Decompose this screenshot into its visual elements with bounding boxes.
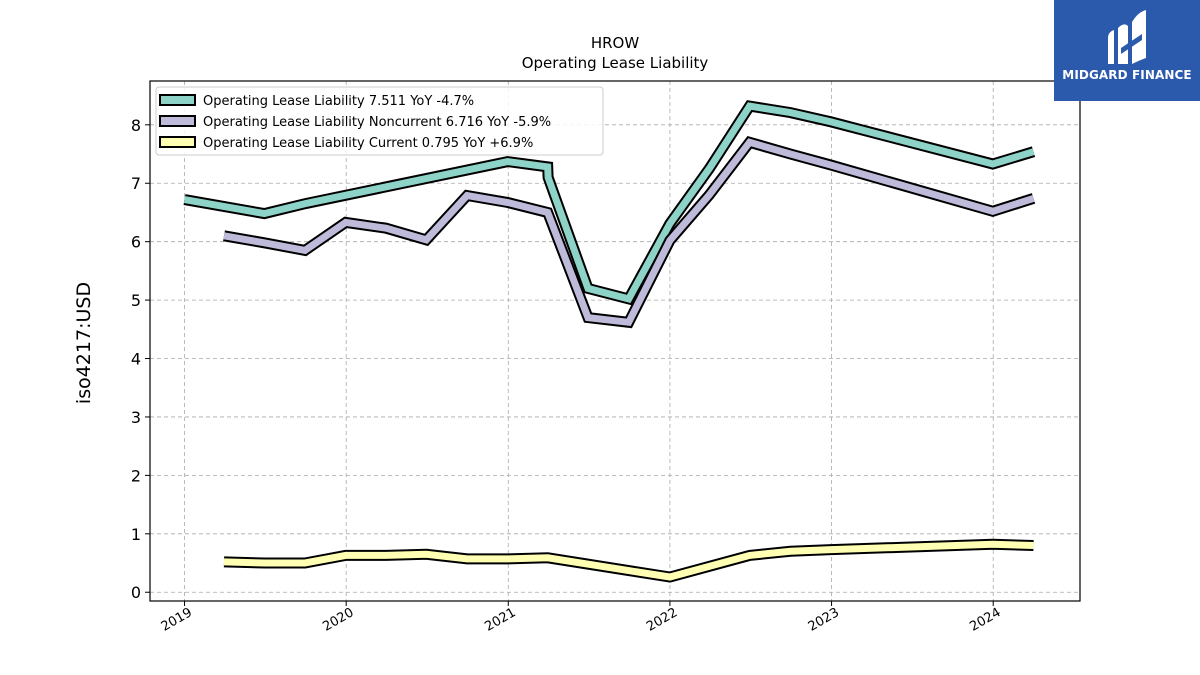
chart-title: HROW — [591, 34, 640, 52]
y-tick-label: 1 — [131, 525, 141, 544]
y-tick-label: 0 — [131, 583, 141, 602]
series-line — [223, 138, 1035, 327]
legend-label: Operating Lease Liability Noncurrent 6.7… — [203, 115, 551, 130]
grid — [150, 81, 1080, 601]
series-2 — [223, 135, 1036, 329]
y-tick-label: 4 — [131, 350, 141, 369]
legend-swatch — [159, 136, 196, 148]
legend: Operating Lease Liability 7.511 YoY -4.7… — [155, 86, 604, 156]
series-1 — [183, 100, 1036, 306]
x-tick-label: 2021 — [482, 605, 518, 635]
x-tick-label: 2024 — [967, 605, 1003, 635]
y-tick-label: 3 — [131, 408, 141, 427]
series-layer — [183, 100, 1036, 583]
brand-name: MIDGARD FINANCE — [1062, 68, 1192, 82]
midgard-logo-icon — [1108, 10, 1146, 64]
legend-swatch — [159, 115, 196, 127]
y-tick-label: 8 — [131, 116, 141, 135]
legend-swatch — [159, 94, 196, 106]
legend-box — [155, 86, 604, 156]
series-3 — [223, 538, 1034, 583]
y-tick-label: 2 — [131, 466, 141, 485]
brand-logo: MIDGARD FINANCE — [1054, 0, 1200, 101]
legend-label: Operating Lease Liability 7.511 YoY -4.7… — [203, 94, 474, 109]
series-line — [223, 540, 1034, 581]
series-line — [183, 102, 1035, 303]
x-tick-label: 2019 — [159, 605, 195, 635]
y-axis-label: iso4217:USD — [73, 282, 95, 404]
y-tick-label: 7 — [131, 174, 141, 193]
chart-subtitle: Operating Lease Liability — [522, 54, 709, 72]
x-tick-label: 2020 — [320, 605, 356, 635]
legend-label: Operating Lease Liability Current 0.795 … — [203, 136, 533, 151]
x-tick-label: 2022 — [644, 605, 680, 635]
x-tick-label: 2023 — [806, 605, 842, 635]
y-tick-label: 5 — [131, 291, 141, 310]
plot-frame — [149, 80, 1081, 602]
y-tick-label: 6 — [131, 233, 141, 252]
